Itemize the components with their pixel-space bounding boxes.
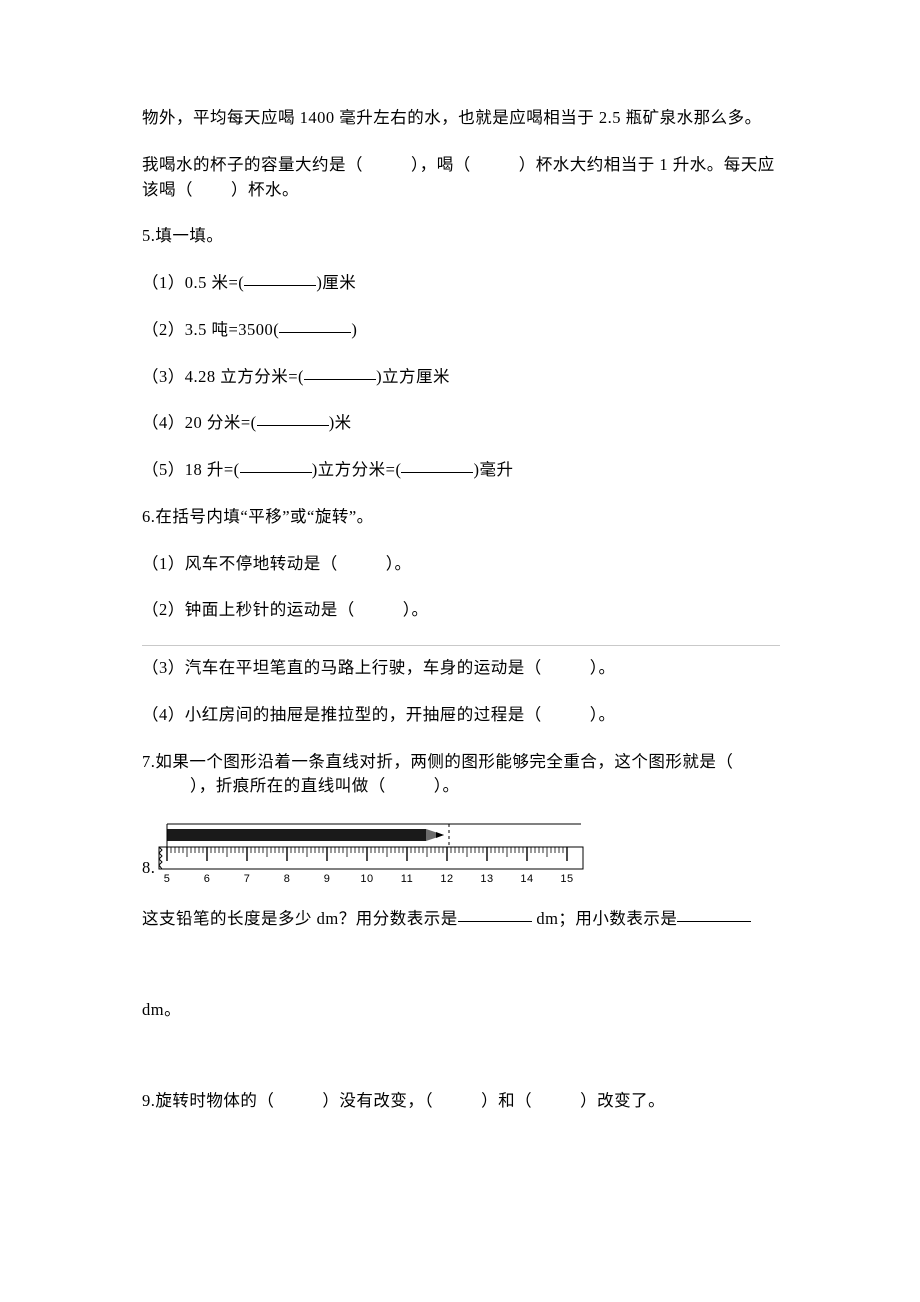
q6-1-pre: （1）风车不停地转动是（	[142, 554, 338, 573]
svg-text:13: 13	[481, 873, 494, 885]
q5-4-pre: （4）20 分米=(	[142, 413, 257, 432]
spacer	[142, 954, 780, 998]
q7: 7.如果一个图形沿着一条直线对折，两侧的图形能够完全重合，这个图形就是（ ），折痕…	[142, 750, 780, 800]
q5-1-post: )厘米	[316, 273, 356, 292]
q5-2-post: )	[351, 320, 357, 339]
blank-underline	[244, 270, 316, 287]
svg-text:10: 10	[361, 873, 374, 885]
q6-2-pre: （2）钟面上秒针的运动是（	[142, 600, 355, 619]
blank-underline	[240, 457, 312, 474]
blank-underline	[677, 906, 751, 923]
intro-text-2d: ）杯水。	[231, 180, 299, 199]
q6-1-tail: ）。	[386, 554, 412, 573]
svg-text:6: 6	[204, 873, 211, 885]
q5-4-post: )米	[329, 413, 352, 432]
q5-item-1: （1）0.5 米=( )厘米	[142, 271, 780, 296]
q9-a: 9.旋转时物体的（	[142, 1091, 274, 1110]
intro-text-1: 物外，平均每天应喝 1400 毫升左右的水，也就是应喝相当于 2.5 瓶矿泉水那…	[142, 108, 762, 127]
pencil-ruler-figure: 5 6 7 8 9 10 11 12 13 14 15	[157, 821, 587, 885]
q8-qa: 这支铅笔的长度是多少 dm？用分数表示是	[142, 909, 458, 928]
q7-b: ），折痕所在的直线叫做（	[190, 776, 386, 795]
q6-2-tail: ）。	[403, 600, 429, 619]
intro-para-2: 我喝水的杯子的容量大约是（），喝（）杯水大约相当于 1 升水。每天应该喝（）杯水…	[142, 153, 780, 203]
ruler-svg: 5 6 7 8 9 10 11 12 13 14 15	[157, 821, 587, 885]
q8-qb: dm；用小数表示是	[532, 909, 678, 928]
intro-text-2b: ），喝（	[411, 155, 471, 174]
svg-text:12: 12	[441, 873, 454, 885]
q8-question: 这支铅笔的长度是多少 dm？用分数表示是 dm；用小数表示是	[142, 907, 780, 932]
blank-underline	[458, 906, 532, 923]
blank-underline	[257, 410, 329, 427]
svg-text:14: 14	[521, 873, 534, 885]
q8-qc: dm。	[142, 1000, 181, 1019]
q6-3-pre: （3）汽车在平坦笔直的马路上行驶，车身的运动是（	[142, 658, 542, 677]
blank-underline	[401, 457, 473, 474]
q5-item-3: （3）4.28 立方分米=( )立方厘米	[142, 365, 780, 390]
q5-title: 5.填一填。	[142, 224, 780, 249]
q5-5-pre: （5）18 升=(	[142, 460, 240, 479]
svg-text:7: 7	[244, 873, 251, 885]
svg-text:15: 15	[561, 873, 574, 885]
q6-item-1: （1）风车不停地转动是（ ）。	[142, 552, 780, 577]
q6-4-pre: （4）小红房间的抽屉是推拉型的，开抽屉的过程是（	[142, 705, 542, 724]
blank-underline	[304, 363, 376, 380]
q6-item-2: （2）钟面上秒针的运动是（ ）。	[142, 598, 780, 623]
intro-text-2a: 我喝水的杯子的容量大约是（	[142, 155, 363, 174]
svg-text:9: 9	[324, 873, 331, 885]
svg-text:8: 8	[284, 873, 291, 885]
q5-2-pre: （2）3.5 吨=3500(	[142, 320, 279, 339]
q8-number: 8.	[142, 856, 157, 885]
q6-item-4: （4）小红房间的抽屉是推拉型的，开抽屉的过程是（ ）。	[142, 703, 780, 728]
q5-item-2: （2）3.5 吨=3500()	[142, 318, 780, 343]
svg-text:5: 5	[164, 873, 171, 885]
q5-5-mid: )立方分米=(	[312, 460, 402, 479]
q5-item-4: （4）20 分米=( )米	[142, 411, 780, 436]
blank-underline	[279, 316, 351, 333]
q6-title-text: 6.在括号内填“平移”或“旋转”。	[142, 507, 374, 526]
q5-5-post: )毫升	[473, 460, 513, 479]
q6-title: 6.在括号内填“平移”或“旋转”。	[142, 505, 780, 530]
q5-3-post: )立方厘米	[376, 367, 450, 386]
q8-figure-row: 8. 5 6 7 8 9 10 11 12 13 14 15	[142, 821, 780, 885]
intro-para-1: 物外，平均每天应喝 1400 毫升左右的水，也就是应喝相当于 2.5 瓶矿泉水那…	[142, 106, 780, 131]
q8-question-tail: dm。	[142, 998, 780, 1023]
q5-1-pre: （1）0.5 米=(	[142, 273, 244, 292]
q9-c: ）和（	[481, 1091, 532, 1110]
q9-b: ）没有改变，（	[322, 1091, 433, 1110]
svg-text:11: 11	[401, 873, 413, 885]
q7-c: ）。	[434, 776, 460, 795]
q7-a: 7.如果一个图形沿着一条直线对折，两侧的图形能够完全重合，这个图形就是（	[142, 752, 733, 771]
q6-4-tail: ）。	[590, 705, 616, 724]
q9-d: ）改变了。	[580, 1091, 665, 1110]
spacer	[142, 1045, 780, 1089]
q9: 9.旋转时物体的（ ）没有改变，（ ）和（ ）改变了。	[142, 1089, 780, 1114]
document-page: 物外，平均每天应喝 1400 毫升左右的水，也就是应喝相当于 2.5 瓶矿泉水那…	[0, 0, 920, 1302]
q5-item-5: （5）18 升=( )立方分米=( )毫升	[142, 458, 780, 483]
q6-item-3: （3）汽车在平坦笔直的马路上行驶，车身的运动是（ ）。	[142, 656, 780, 681]
separator-line	[142, 645, 780, 646]
q5-title-text: 5.填一填。	[142, 226, 223, 245]
q6-3-tail: ）。	[590, 658, 616, 677]
q5-3-pre: （3）4.28 立方分米=(	[142, 367, 304, 386]
